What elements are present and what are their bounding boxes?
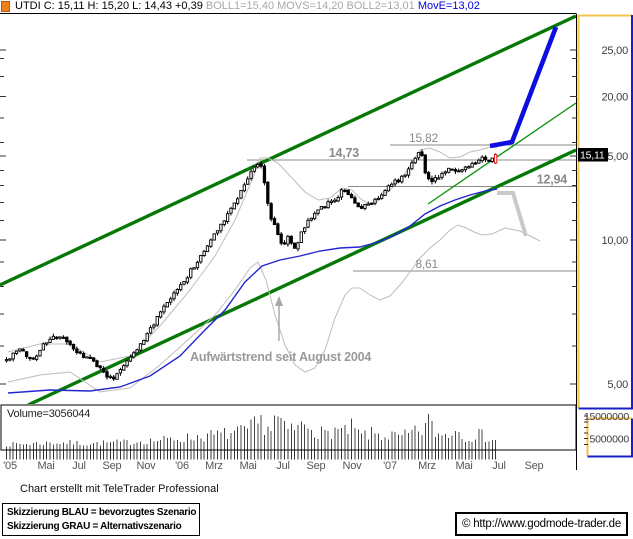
godmode-trader-watermark: © http://www.godmode-trader.de [455, 512, 628, 536]
current-price-text: 15,11 [580, 150, 605, 162]
date-axis-label-Mai: Mai [239, 460, 256, 472]
date-axis-label-Sep: Sep [307, 460, 326, 472]
quote-summary: UTDI C: 15,11 H: 15,20 L: 14,43 +0,39 [15, 0, 203, 12]
bollinger-lower [7, 224, 541, 393]
price-axis-label-25,00: 25,00 [601, 45, 628, 57]
date-axis-label-Nov: Nov [137, 460, 157, 472]
gray-scenario-arrow [497, 191, 528, 237]
level-label-12,94: 12,94 [537, 173, 568, 187]
blue-scenario-arrow [489, 26, 559, 149]
date-axis-label-'06: '06 [175, 460, 189, 472]
date-axis-label-Mrz: Mrz [418, 460, 436, 472]
indicator-values-gray: BOLL1=15,40 MOVS=14,20 BOLL2=13,01 [205, 0, 415, 12]
legend-gray-scenario: Skizzierung GRAU = Alternativszenario [7, 521, 182, 532]
level-label-15,82: 15,82 [409, 131, 439, 145]
annotation-arrowhead [275, 296, 283, 306]
lower-channel-line [27, 148, 576, 404]
date-axis-label-Jul: Jul [492, 460, 505, 472]
bollinger-upper [7, 146, 498, 363]
volume-axis-label-15000000: 15000000 [584, 411, 629, 423]
trend-annotation-text: Aufwärtstrend seit August 2004 [190, 350, 371, 364]
price-axis-label-5,00: 5,00 [607, 379, 628, 391]
date-axis-label-Mai: Mai [37, 460, 54, 472]
upper-channel-line [0, 14, 576, 287]
price-axis-panel[interactable]: 25,00 20,00 15,00 10,00 5,00 15,11 [577, 14, 633, 410]
volume-value-label: Volume=3056044 [7, 408, 90, 420]
volume-bars [6, 414, 497, 450]
moving-average-line [7, 188, 498, 394]
date-axis-ticks [6, 450, 497, 460]
date-axis-label-'05: '05 [3, 460, 17, 472]
date-axis-label-Sep: Sep [525, 460, 544, 472]
price-pane[interactable]: Aufwärtstrend seit August 2004 15,82 14,73… [0, 14, 576, 405]
candlestick-series [4, 149, 498, 381]
level-label-14,73: 14,73 [329, 146, 360, 160]
price-axis-ticks [0, 49, 577, 385]
date-axis-label-'07: '07 [383, 460, 397, 472]
date-axis-label-Mai: Mai [455, 460, 472, 472]
chart-title-bar: UTDI C: 15,11 H: 15,20 L: 14,43 +0,39 BO… [0, 0, 633, 13]
chart-window-icon [1, 1, 10, 12]
date-axis-label-Nov: Nov [343, 460, 363, 472]
inner-trendline [427, 102, 576, 205]
date-axis-label-Mrz: Mrz [205, 460, 223, 472]
price-axis-label-15,00: 15,00 [601, 151, 628, 163]
level-label-8,61: 8,61 [415, 257, 438, 271]
date-axis-label-Sep: Sep [103, 460, 122, 472]
volume-axis-panel[interactable]: 15000000 5000000 [584, 411, 633, 458]
price-axis-label-10,00: 10,00 [601, 235, 628, 247]
price-axis-label-20,00: 20,00 [601, 91, 628, 103]
date-axis[interactable]: '05 Mai Jul Sep Nov '06 Mrz Mai Jul Sep Nov '07 Mrz M… [3, 450, 544, 473]
volume-axis-label-5000000: 5000000 [590, 434, 630, 446]
watermark-url: http://www.godmode-trader.de [473, 518, 622, 530]
current-price-box [578, 148, 608, 162]
quote-line: UTDI C: 15,11 H: 15,20 L: 14,43 +0,39 BO… [15, 0, 480, 12]
volume-pane[interactable]: Volume=3056044 [0, 404, 577, 451]
indicator-value-blue: MovE=13,02 [417, 0, 480, 12]
date-axis-label-Jul: Jul [72, 460, 85, 472]
legend-blue-scenario: Skizzierung BLAU = bevorzugtes Szenario [7, 507, 197, 518]
scenario-legend-box: Skizzierung BLAU = bevorzugtes Szenario … [2, 503, 200, 536]
chart-credit-text: Chart erstellt mit TeleTrader Profession… [20, 483, 219, 495]
date-axis-label-Jul: Jul [276, 460, 289, 472]
copyright-icon: © [461, 518, 471, 530]
